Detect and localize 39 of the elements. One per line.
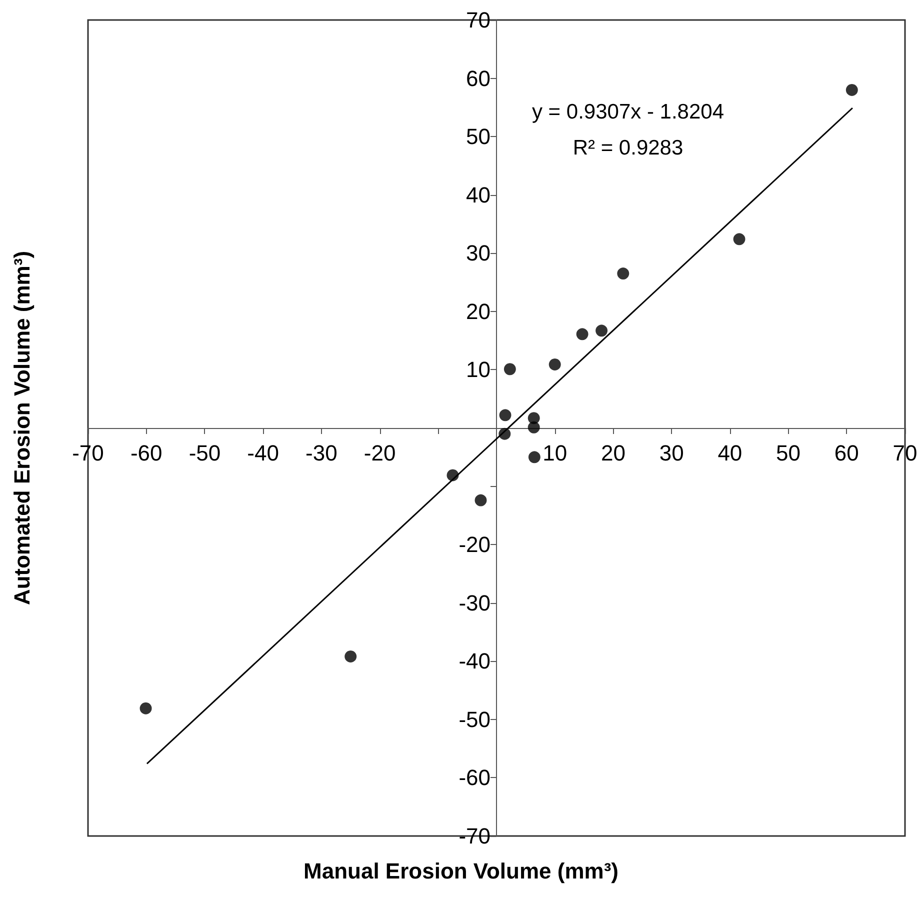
x-tick-label: -50 bbox=[188, 440, 221, 466]
x-tick-label: 10 bbox=[542, 440, 568, 466]
point bbox=[596, 324, 608, 337]
y-axis-title: Automated Erosion Volume (mm³) bbox=[10, 250, 34, 606]
point bbox=[576, 328, 588, 340]
x-tick-label: -30 bbox=[306, 440, 338, 466]
y-tick-label: -50 bbox=[458, 706, 490, 732]
point bbox=[528, 451, 540, 464]
y-tick-label: 20 bbox=[466, 298, 490, 324]
y-tick-label: -30 bbox=[458, 590, 490, 616]
annotation: R² = 0.9283 bbox=[572, 136, 684, 160]
point bbox=[528, 421, 540, 434]
point bbox=[548, 358, 561, 370]
point bbox=[140, 702, 152, 714]
y-tick-label: 60 bbox=[466, 66, 490, 91]
x-tick-label: -60 bbox=[130, 440, 162, 466]
x-tick-label: 30 bbox=[659, 440, 684, 466]
y-tick-label: -60 bbox=[458, 765, 490, 790]
point bbox=[499, 409, 512, 422]
x-axis-title: Manual Erosion Volume (mm³) bbox=[304, 858, 618, 884]
x-tick-label: -40 bbox=[247, 440, 279, 466]
point bbox=[504, 363, 516, 376]
point bbox=[733, 233, 746, 246]
y-tick-label: 10 bbox=[466, 357, 490, 382]
point bbox=[617, 268, 630, 280]
x-tick-label: 60 bbox=[834, 440, 859, 466]
y-tick-label: 30 bbox=[466, 240, 490, 266]
point bbox=[474, 494, 487, 506]
x-tick-label: 20 bbox=[600, 440, 626, 466]
point bbox=[344, 650, 357, 662]
point bbox=[846, 84, 858, 96]
annotation: y = 0.9307x - 1.8204 bbox=[532, 100, 724, 124]
y-tick-label: 50 bbox=[466, 124, 490, 150]
x-tick-label: 50 bbox=[776, 440, 801, 466]
y-tick-label: -40 bbox=[458, 648, 490, 674]
x-tick-label: -20 bbox=[364, 440, 396, 466]
y-tick-label: 40 bbox=[466, 182, 490, 208]
y-tick-label: -20 bbox=[458, 532, 490, 558]
x-tick-label: 40 bbox=[718, 440, 742, 466]
